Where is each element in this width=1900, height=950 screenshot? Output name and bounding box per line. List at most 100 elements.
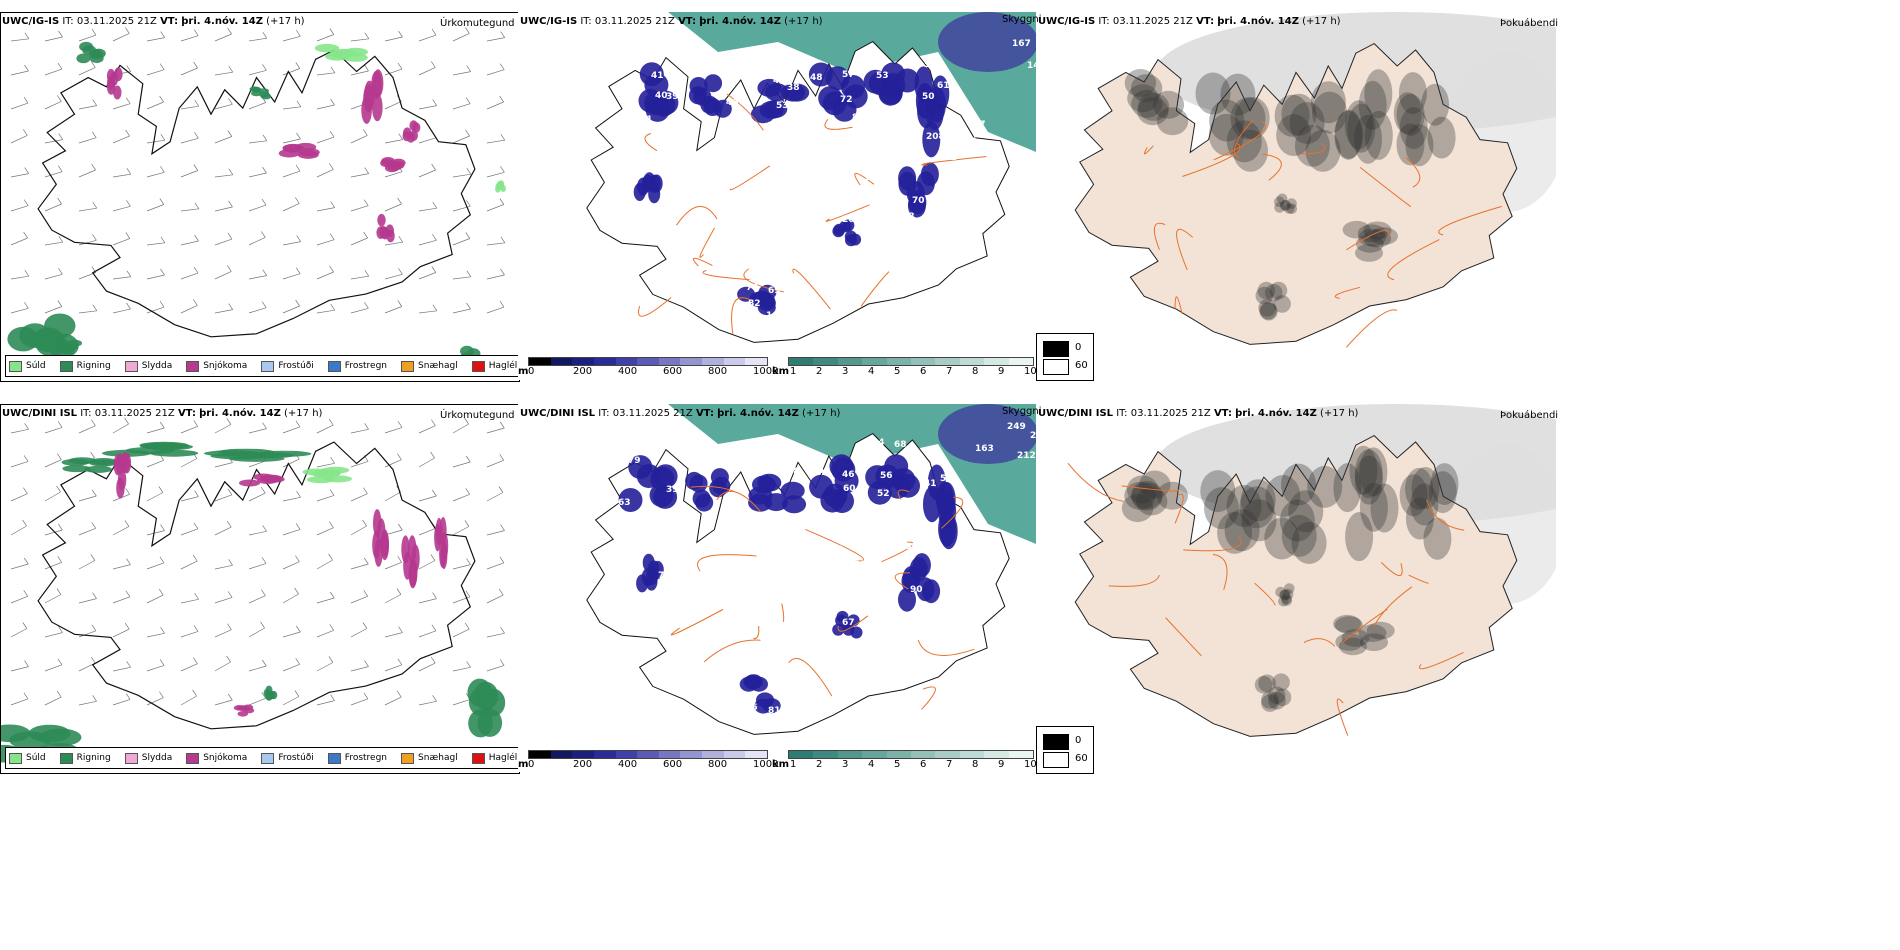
ceiling-blob	[618, 488, 643, 512]
wind-barb	[92, 695, 97, 702]
ceiling-blob	[700, 95, 719, 114]
fog-map-svg	[1036, 404, 1556, 772]
wind-barb	[262, 659, 267, 667]
wind-barb	[432, 695, 437, 702]
precip-blob	[374, 538, 383, 567]
wind-barb	[486, 242, 505, 246]
wind-barb	[180, 560, 198, 570]
road	[1373, 586, 1413, 626]
wind-barb	[330, 304, 336, 311]
fog-black-swatch	[1043, 341, 1069, 357]
wind-barb	[160, 524, 165, 531]
fog-dark-area	[1370, 483, 1399, 533]
fog-dark-area	[1370, 227, 1398, 245]
legend-label: Rigning	[76, 361, 111, 371]
fog-dark-area	[1342, 220, 1371, 239]
fog-dark-area	[1139, 470, 1171, 499]
road	[1174, 493, 1184, 524]
wind-barb	[24, 270, 30, 277]
wind-barb	[329, 130, 335, 138]
wind-barb	[350, 428, 369, 434]
precip-blob	[263, 475, 285, 483]
wind-barb	[316, 629, 334, 638]
wind-barb	[78, 560, 96, 570]
wind-barb	[329, 233, 335, 240]
vt-value: þri. 4.nóv. 14Z	[717, 408, 799, 419]
wind-barb	[24, 423, 29, 430]
wind-barb	[282, 170, 301, 178]
fog-dark-area	[1209, 99, 1245, 142]
wind-barb	[78, 700, 97, 706]
wind-barb	[316, 495, 335, 502]
wind-barb	[44, 273, 63, 280]
it-value: 03.11.2025 21Z	[76, 16, 157, 27]
road	[805, 528, 865, 562]
wind-barb	[350, 275, 369, 280]
precip-blob	[468, 688, 494, 717]
wind-barb	[486, 427, 505, 434]
wind-barb	[194, 593, 199, 600]
ceiling-label: 88	[856, 527, 869, 537]
wind-barb	[384, 491, 401, 502]
fog-dark-area	[1288, 490, 1324, 533]
km-tick: 2	[816, 759, 823, 770]
wind-barb	[282, 138, 301, 144]
wind-barb	[418, 207, 437, 212]
fog-dark-area	[1240, 479, 1276, 522]
ceiling-label: 58	[667, 143, 680, 153]
colorbar-step	[702, 358, 724, 365]
wind-barb	[262, 166, 267, 174]
wind-barb	[350, 666, 369, 672]
precip-blob	[371, 70, 382, 99]
wind-barb	[260, 621, 265, 629]
road	[1067, 462, 1124, 502]
wind-barb	[57, 658, 63, 665]
wind-barb	[57, 62, 63, 70]
ceiling-label: 41	[924, 479, 937, 489]
legend-swatch	[261, 360, 275, 372]
road	[690, 485, 735, 493]
wind-barb	[248, 307, 267, 314]
wind-barb	[350, 70, 369, 76]
precip-blob	[9, 731, 52, 749]
ceiling-blob	[898, 166, 917, 191]
ceiling-label: 63	[618, 498, 631, 508]
wind-barb	[431, 163, 436, 171]
wind-barb	[112, 205, 131, 212]
km-unit: km	[772, 366, 790, 377]
fog-dark-area	[1307, 465, 1343, 508]
ceiling-label: 20	[842, 215, 855, 225]
fog-dark-area	[1200, 470, 1236, 513]
wind-barb	[112, 564, 131, 570]
precip-legend-item: Súld	[9, 752, 46, 764]
wind-barb	[10, 102, 29, 110]
wind-barb	[248, 140, 267, 144]
height-tick: 200	[573, 759, 593, 770]
ceiling-label: 189	[899, 542, 918, 552]
wind-barb	[282, 458, 300, 468]
height-tick: 400	[618, 759, 638, 770]
wind-barb	[248, 37, 267, 42]
colorbar-step	[723, 358, 746, 365]
wind-barb	[44, 36, 63, 42]
legend-label: Frostregn	[344, 361, 388, 371]
wind-barb	[92, 592, 97, 599]
height-tick: 600	[663, 759, 683, 770]
wind-barb	[296, 100, 302, 107]
wind-barb	[214, 103, 233, 110]
ceiling-blob	[923, 486, 941, 523]
wind-barb	[214, 206, 233, 212]
ceiling-blob	[831, 457, 856, 482]
wind-barb	[316, 424, 334, 434]
wind-barb	[112, 699, 131, 706]
wind-barb	[262, 64, 267, 71]
wind-barb	[24, 32, 30, 39]
legend-swatch	[401, 360, 415, 372]
road	[703, 639, 761, 663]
colorbar-step	[550, 358, 573, 365]
wind-barb	[214, 629, 232, 638]
wind-barb	[194, 100, 200, 107]
wind-barb	[90, 656, 96, 664]
wind-barb	[432, 304, 438, 311]
fog-dark-area	[1354, 114, 1382, 164]
